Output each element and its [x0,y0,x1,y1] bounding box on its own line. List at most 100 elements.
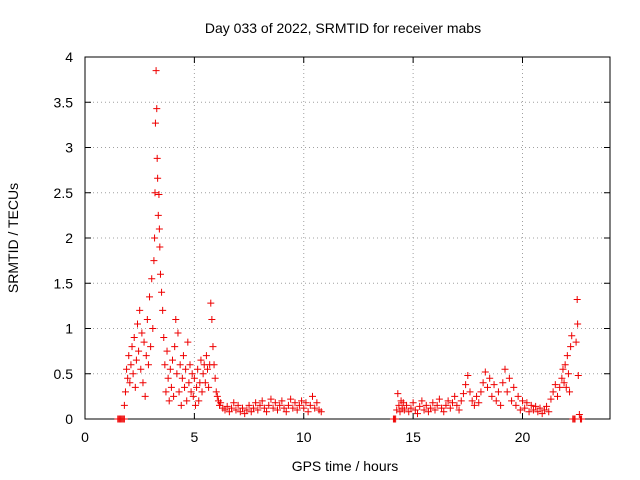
data-point [499,379,507,387]
data-point [420,406,428,414]
data-point [309,392,316,400]
data-point [304,408,312,416]
data-point [120,415,128,423]
data-point [173,370,181,378]
data-point [176,361,184,369]
data-point [494,388,502,396]
data-point [538,410,546,418]
x-axis-title: GPS time / hours [292,458,399,474]
data-point [274,406,281,414]
data-point [188,370,196,378]
data-point [503,388,511,396]
data-point [313,399,321,407]
data-point [191,401,199,409]
chart-title: Day 033 of 2022, SRMTID for receiver mab… [205,20,481,36]
data-point [170,392,178,400]
y-tick-label: 3.5 [54,94,74,110]
data-point [121,388,129,396]
x-tick-label: 15 [405,429,421,445]
data-point [442,401,450,409]
data-point [151,119,159,127]
data-point [289,404,297,412]
data-point [163,347,171,355]
data-point [449,399,456,407]
data-point [446,404,454,412]
data-point [208,315,216,323]
data-point [468,397,476,405]
data-point [269,404,277,412]
data-point [179,352,187,360]
data-point [228,404,236,412]
data-point [185,379,193,387]
data-point [221,406,229,414]
data-point [298,397,306,405]
y-tick-label: 3 [65,140,73,156]
data-point [207,299,215,307]
data-point [525,408,533,416]
data-point [217,399,225,407]
data-point [209,343,217,351]
data-point [194,365,202,373]
data-point [521,404,529,412]
data-point [551,381,559,389]
data-point [174,329,182,337]
data-point [202,352,210,360]
data-point [140,338,148,346]
data-point [396,408,404,416]
data-point [459,390,467,398]
data-point [151,189,159,197]
data-point [462,381,470,389]
data-point [562,383,570,391]
data-point [431,406,439,414]
data-point [393,406,401,414]
data-point [554,392,561,400]
data-point [560,379,568,387]
data-point [152,67,160,75]
y-tick-label: 0 [65,411,73,427]
data-point [160,334,168,342]
data-point [302,399,310,407]
data-point [166,365,174,373]
x-tick-labels: 0 5 10 15 20 [81,429,530,445]
data-point [147,343,155,351]
y-tick-label: 2.5 [54,185,74,201]
data-point [466,388,474,396]
data-point [536,404,544,412]
data-point [164,374,172,382]
data-point [409,399,417,407]
data-point [198,388,206,396]
data-point [234,401,242,409]
data-point [532,402,540,410]
data-point [484,383,491,391]
y-tick-label: 1 [65,321,73,337]
data-point [120,401,128,409]
data-point [254,406,262,414]
data-point [225,408,233,416]
data-point [416,402,424,410]
data-point [470,401,478,409]
data-point [212,388,220,396]
data-point [512,401,520,409]
data-point [211,374,219,382]
data-point [156,270,164,278]
data-point [427,404,435,412]
data-point [543,402,551,410]
data-point [249,404,257,412]
data-point [392,415,400,423]
data-point [479,379,487,387]
data-point [136,306,144,314]
data-point [300,404,308,412]
data-point [205,383,213,391]
data-point [464,372,472,380]
data-point [137,365,145,373]
data-point [129,370,137,378]
data-point [175,388,183,396]
data-point [155,191,163,199]
data-point [134,320,141,328]
data-point [473,392,481,400]
data-point [239,404,246,412]
data-point [291,399,299,407]
data-point [172,315,180,323]
data-point [422,401,430,409]
data-point [124,374,132,382]
